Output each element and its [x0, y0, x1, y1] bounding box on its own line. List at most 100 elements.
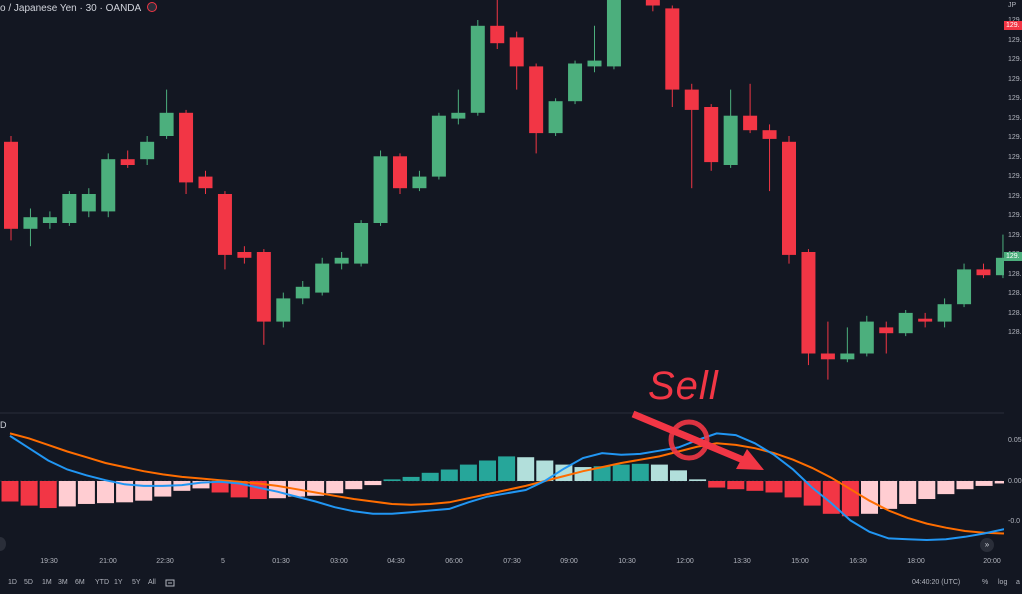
date-range-icon[interactable]: [165, 578, 175, 588]
candle-body: [665, 8, 680, 90]
candle-body: [995, 257, 1004, 276]
candle-body: [198, 176, 213, 189]
timeframe-6m-button[interactable]: 6M: [75, 579, 85, 586]
candle-body: [820, 353, 835, 360]
timeframe-1m-button[interactable]: 1M: [42, 579, 52, 586]
candle: [354, 220, 369, 267]
candle-body: [451, 112, 466, 119]
macd-histogram-bar: [765, 481, 783, 493]
timeframe-1d-button[interactable]: 1D: [8, 579, 17, 586]
timeframe-5d-button[interactable]: 5D: [24, 579, 33, 586]
candle-body: [898, 312, 913, 334]
macd-tick-label: -0.0: [1008, 518, 1021, 525]
pane-toggle-button[interactable]: [0, 537, 6, 551]
time-tick-label: 04:30: [387, 558, 405, 565]
macd-histogram-bar: [956, 481, 974, 490]
candle-body: [606, 0, 621, 67]
time-tick-label: 15:00: [791, 558, 809, 565]
candle-body: [548, 101, 563, 134]
candle: [179, 109, 194, 194]
candle-body: [159, 112, 174, 136]
macd-histogram-bar: [440, 469, 458, 481]
macd-histogram-bar: [746, 481, 764, 491]
macd-histogram-bar: [154, 481, 172, 497]
macd-histogram-bar: [192, 481, 210, 489]
time-tick-label: 19:30: [40, 558, 58, 565]
last-price-badge: 129.: [1004, 21, 1022, 30]
candle: [295, 281, 310, 305]
candle-body: [179, 112, 194, 183]
auto-scale-button[interactable]: a: [1016, 579, 1020, 586]
macd-histogram-bar: [650, 464, 668, 481]
candle: [42, 211, 57, 229]
timeframe-all-button[interactable]: All: [148, 579, 156, 586]
candle: [256, 249, 271, 345]
candle: [81, 188, 96, 218]
macd-indicator-label[interactable]: D: [0, 420, 7, 430]
macd-histogram-bar: [479, 460, 496, 481]
timeframe-3m-button[interactable]: 3M: [58, 579, 68, 586]
candle-body: [509, 37, 524, 67]
price-axis-top-label: JP: [1008, 2, 1017, 9]
candle: [529, 63, 544, 154]
macd-histogram-bar: [841, 481, 859, 517]
price-chart[interactable]: [0, 0, 1004, 556]
candle-body: [81, 194, 96, 212]
candles-layer: [4, 0, 1004, 380]
candle: [509, 31, 524, 90]
time-tick-label: 18:00: [907, 558, 925, 565]
price-tick-label: 129.: [1008, 114, 1022, 122]
log-scale-button[interactable]: log: [998, 579, 1008, 586]
candle-body: [4, 141, 18, 229]
macd-histogram-bar: [689, 479, 707, 481]
price-axis[interactable]: JP 129. 129. 129. 129. 129. 129. 129. 129. 129. 1…: [1004, 0, 1022, 560]
candle-body: [101, 159, 116, 212]
candle-body: [859, 321, 874, 354]
macd-histogram-bar: [498, 456, 516, 481]
price-tick-label: 129.: [1008, 192, 1022, 200]
macd-histogram-bar: [536, 460, 554, 481]
percent-scale-button[interactable]: %: [982, 579, 989, 586]
candle: [918, 312, 933, 328]
sell-label: Sell: [648, 364, 719, 408]
bottom-toolbar: 1D 5D 1M 3M 6M YTD 1Y 5Y All 04:40:20 (U…: [0, 574, 1022, 594]
macd-histogram-bar: [326, 481, 344, 494]
candle: [451, 89, 466, 125]
timeframe-ytd-button[interactable]: YTD: [95, 579, 109, 586]
candle: [568, 60, 583, 105]
scroll-to-realtime-button[interactable]: »: [980, 538, 994, 552]
macd-line: [9, 432, 1004, 542]
price-tick-label: 128.: [1008, 309, 1022, 317]
time-axis[interactable]: 19:30 21:00 22:30 5 01:30 03:00 04:30 06:00 07:3…: [0, 556, 1004, 570]
candle: [315, 257, 330, 296]
candle: [898, 310, 913, 337]
macd-histogram-bar: [861, 481, 878, 514]
candle: [217, 191, 232, 270]
time-tick-label: 13:30: [733, 558, 751, 565]
timeframe-5y-button[interactable]: 5Y: [132, 579, 141, 586]
candle-body: [723, 115, 738, 165]
candle-body: [334, 257, 349, 264]
macd-histogram-bar: [421, 472, 439, 481]
symbol-title[interactable]: o / Japanese Yen · 30 · OANDA: [0, 2, 158, 14]
candle-body: [704, 107, 719, 163]
utc-clock[interactable]: 04:40:20 (UTC): [912, 579, 961, 586]
macd-histogram-bar: [135, 481, 153, 501]
price-tick-label: 129.: [1008, 17, 1022, 24]
macd-histogram-bar: [937, 481, 955, 495]
candle: [704, 104, 719, 171]
macd-tick-label: 0.00: [1008, 478, 1022, 485]
timeframe-1y-button[interactable]: 1Y: [114, 579, 123, 586]
candle-body: [976, 269, 991, 276]
candle: [606, 0, 621, 70]
candle: [782, 136, 796, 264]
candle: [957, 263, 972, 308]
sell-circle: [668, 419, 710, 461]
candle: [4, 136, 18, 241]
candle-body: [470, 25, 485, 113]
candle: [490, 0, 505, 49]
sell-arrow-shaft: [631, 410, 750, 466]
candle-body: [957, 269, 972, 305]
price-tick-label: 129.: [1008, 36, 1022, 44]
candle-body: [276, 298, 291, 322]
